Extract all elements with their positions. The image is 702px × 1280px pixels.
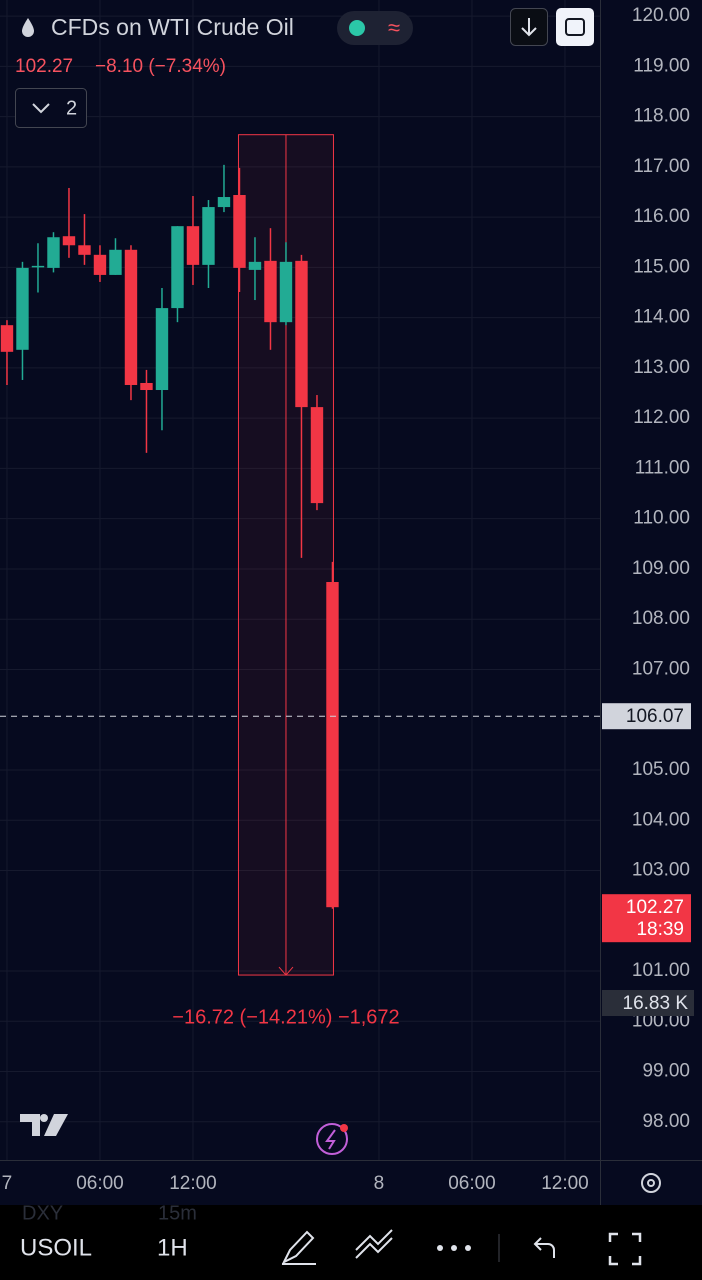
last-price: 102.27: [15, 56, 73, 77]
y-tick-label: 118.00: [633, 106, 690, 127]
y-tick-label: 115.00: [633, 256, 690, 277]
x-tick-label: 06:00: [76, 1173, 124, 1194]
x-tick-label: 12:00: [169, 1173, 217, 1194]
draw-icon[interactable]: [281, 1230, 316, 1265]
y-tick-label: 113.00: [633, 357, 690, 378]
toggle-icon: ≈: [388, 15, 400, 40]
last-price-box: [602, 894, 691, 943]
candle-body: [202, 207, 215, 265]
fullscreen-button[interactable]: [556, 8, 594, 46]
candle-body: [326, 582, 339, 908]
y-tick-label: 108.00: [632, 608, 690, 629]
y-tick-label: 117.00: [633, 156, 690, 177]
x-tick-label: 12:00: [541, 1173, 589, 1194]
y-tick-label: 104.00: [632, 809, 690, 830]
interval-button[interactable]: 1H: [157, 1234, 188, 1261]
price-change: −8.10 (−7.34%): [95, 56, 226, 77]
candle-body: [109, 249, 122, 275]
y-tick-label: 98.00: [642, 1111, 690, 1132]
fullscreen-icon[interactable]: [608, 1232, 642, 1266]
x-tick-label: 8: [374, 1173, 385, 1194]
ghost-symbol: DXY: [22, 1202, 63, 1224]
y-tick-label: 119.00: [633, 55, 690, 76]
y-tick-label: 110.00: [633, 508, 690, 529]
settings-icon: [647, 1179, 655, 1187]
symbol-title: CFDs on WTI Crude Oil: [51, 14, 294, 40]
y-tick-label: 109.00: [632, 558, 690, 579]
y-tick-label: 120.00: [632, 5, 690, 26]
toggle[interactable]: [337, 11, 413, 45]
y-tick-label: 112.00: [633, 407, 690, 428]
y-tick-label: 101.00: [632, 960, 690, 981]
candle-body: [62, 236, 76, 246]
undo-icon[interactable]: [533, 1237, 555, 1258]
chevron: [32, 103, 50, 114]
crosshair-label: 106.07: [626, 706, 684, 727]
candle-body: [264, 260, 277, 323]
symbol-button[interactable]: USOIL: [20, 1234, 92, 1261]
volume-label: 16.83 K: [623, 993, 689, 1014]
y-tick-label: 107.00: [632, 658, 690, 679]
candle-body: [295, 260, 308, 408]
indicator-count: 2: [66, 97, 77, 119]
crosshair-label-box: [602, 703, 691, 730]
y-tick-label: 111.00: [635, 457, 690, 478]
ghost-interval: 15m: [158, 1202, 197, 1224]
candle-body: [279, 261, 293, 323]
y-tick-label: 105.00: [632, 759, 690, 780]
candle-body: [78, 245, 91, 255]
y-tick-label: 103.00: [632, 860, 690, 881]
patterns-icon[interactable]: [355, 1229, 393, 1259]
more-icon[interactable]: [437, 1245, 471, 1251]
candle-body: [0, 325, 14, 352]
measure-arrowhead: [278, 966, 294, 976]
toggle-dot: [349, 20, 365, 36]
axis-labels: 98.0099.00100.00101.00103.00104.00105.00…: [2, 5, 694, 1194]
last-price-label: 102.27: [626, 897, 684, 918]
x-tick-label: 7: [2, 1173, 13, 1194]
plot: −16.72 (−14.21%) −1,672: [0, 134, 600, 1028]
countdown-label: 18:39: [636, 919, 684, 940]
volume-label-box: [602, 990, 694, 1016]
x-tick-label: 06:00: [448, 1173, 496, 1194]
candle-body: [171, 226, 184, 309]
candle-body: [93, 254, 107, 275]
logo: [20, 1114, 68, 1136]
candle-body: [31, 265, 45, 268]
candle-body: [248, 261, 262, 270]
fullscreen-icon: [565, 18, 585, 36]
settings-icon[interactable]: [641, 1173, 661, 1193]
candle-body: [217, 197, 231, 208]
candle-body: [124, 249, 138, 385]
candle-body: [155, 308, 169, 391]
y-tick-label: 116.00: [633, 206, 690, 227]
toolbar: [0, 1205, 702, 1280]
candle-body: [186, 226, 200, 265]
droplet-icon: [22, 18, 34, 37]
measure-label: −16.72 (−14.21%) −1,672: [172, 1006, 399, 1028]
y-tick-label: 99.00: [642, 1061, 690, 1082]
arrow-icon: [521, 18, 537, 37]
candle-body: [16, 267, 29, 350]
alert-icon: [325, 1129, 336, 1150]
alert-dot: [340, 1124, 348, 1132]
candle-body: [310, 407, 324, 504]
logo: [40, 1114, 48, 1122]
indicators-button[interactable]: [15, 88, 87, 128]
y-tick-label: 114.00: [633, 307, 690, 328]
candle-body: [233, 195, 246, 268]
candle-body: [47, 237, 60, 268]
candle-body: [140, 382, 153, 391]
alert-icon[interactable]: [316, 1123, 348, 1155]
